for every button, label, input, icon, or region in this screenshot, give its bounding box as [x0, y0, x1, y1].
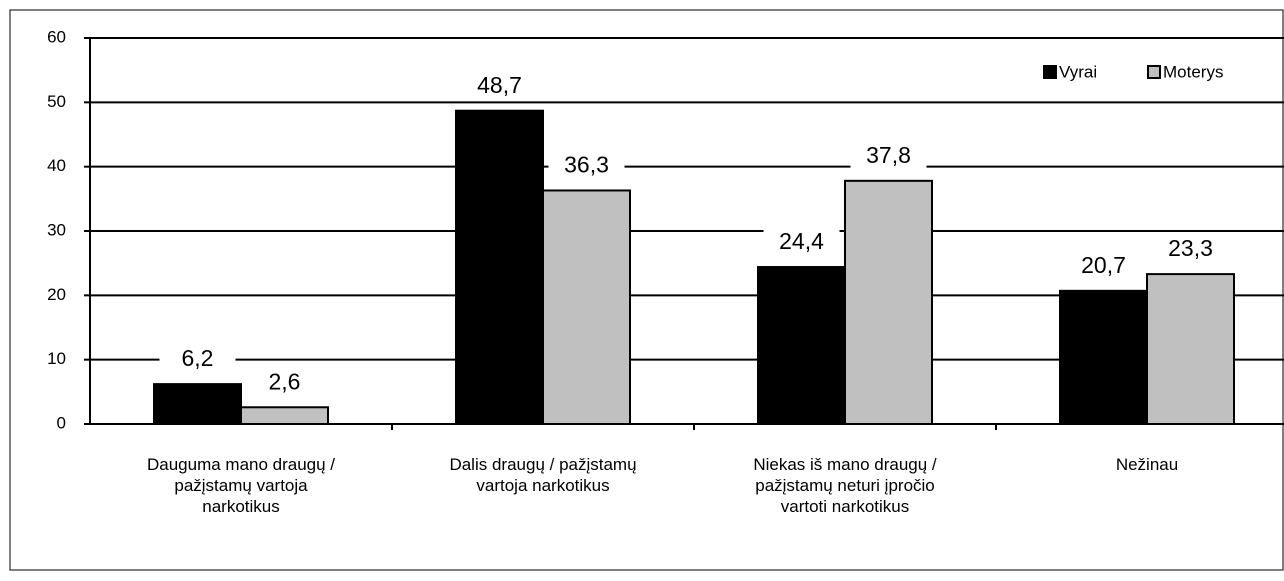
x-tick-label: Niekas iš mano draugų / pažįstamų neturi … [753, 455, 937, 516]
value-label-bg [159, 346, 236, 375]
x-tick-label-line: Nežinau [1116, 455, 1178, 474]
bar [542, 189, 631, 425]
value-label-bg [246, 369, 323, 398]
value-label: 6,2 [182, 345, 214, 371]
bar [153, 383, 242, 426]
value-label: 48,7 [477, 72, 522, 98]
x-tick-label-line: pažįstamų neturi įpročio [755, 476, 935, 495]
bar [1146, 273, 1235, 425]
value-label-bg [1152, 236, 1229, 265]
x-tick-label-line: Niekas iš mano draugų / [753, 455, 937, 474]
x-tick-label: Dalis draugų / pažįstamų vartoja narkotik… [449, 455, 636, 495]
legend-swatch [1043, 65, 1057, 79]
bar [455, 109, 544, 426]
y-tick-label: 30 [47, 220, 66, 239]
value-label-bg [1065, 252, 1142, 281]
x-tick-label-line: vartoti narkotikus [781, 497, 910, 516]
value-label: 23,3 [1168, 235, 1213, 261]
y-tick-label: 0 [57, 413, 66, 432]
bar [757, 266, 846, 425]
value-label: 24,4 [779, 228, 824, 254]
y-tick-label: 40 [47, 156, 66, 175]
legend-swatch [1147, 65, 1161, 79]
x-tick-label: Dauguma mano draugų / pažįstamų vartoja na… [147, 455, 335, 516]
x-tick-label-line: pažįstamų vartoja [174, 476, 308, 495]
legend-label: Vyrai [1059, 62, 1097, 81]
x-tick-label-line: Dalis draugų / pažįstamų [449, 455, 636, 474]
value-label: 36,3 [564, 152, 609, 178]
bar [844, 179, 933, 425]
x-tick-label-line: Dauguma mano draugų / [147, 455, 335, 474]
y-tick-label: 50 [47, 92, 66, 111]
y-tick-label: 60 [47, 27, 66, 46]
value-label-bg [850, 142, 927, 171]
value-label-bg [461, 72, 538, 101]
x-tick-label-line: narkotikus [202, 497, 279, 516]
y-tick-label: 10 [47, 349, 66, 368]
value-label: 37,8 [866, 142, 911, 168]
bar [1059, 289, 1148, 425]
legend-bg [1036, 58, 1246, 88]
legend-label: Moterys [1163, 62, 1223, 81]
bar [240, 406, 329, 426]
value-label-bg [548, 152, 625, 181]
x-tick-label-line: vartoja narkotikus [476, 476, 609, 495]
y-tick-label: 20 [47, 285, 66, 304]
value-label-bg [763, 229, 840, 258]
value-label: 20,7 [1081, 252, 1126, 278]
x-tick-label: Nežinau [1116, 455, 1178, 474]
value-label: 2,6 [269, 368, 301, 394]
